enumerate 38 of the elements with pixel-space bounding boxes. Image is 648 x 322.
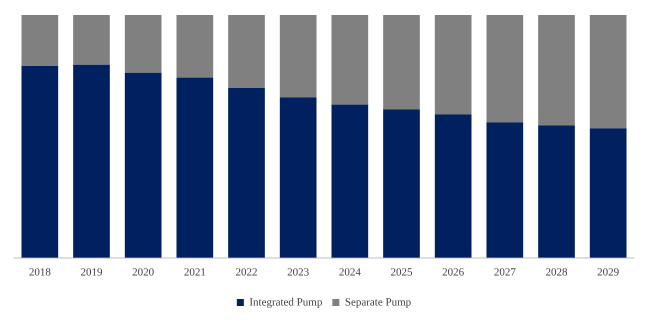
bar	[434, 15, 472, 115]
bar	[538, 15, 575, 126]
bar	[280, 98, 317, 258]
bar	[21, 15, 58, 66]
x-tick-label: 2024	[338, 266, 362, 278]
bar	[383, 15, 420, 110]
bar	[73, 64, 110, 258]
x-tick-label: 2026	[442, 266, 465, 278]
bar	[383, 109, 420, 258]
x-tick-label: 2021	[184, 266, 206, 278]
bar	[331, 15, 368, 105]
bar	[590, 15, 627, 128]
legend-label: Integrated Pump	[249, 296, 323, 308]
bar	[176, 78, 214, 258]
bar	[21, 66, 58, 258]
bar	[434, 114, 472, 258]
x-tick-label: 2027	[494, 266, 516, 278]
x-tick-label: 2022	[236, 266, 258, 278]
x-tick-label: 2018	[28, 266, 52, 278]
bar	[73, 15, 110, 65]
bar	[486, 122, 524, 258]
x-tick-label: 2029	[597, 266, 620, 278]
bar	[228, 15, 265, 88]
bar	[590, 128, 627, 258]
x-tick-label: 2028	[546, 266, 568, 278]
bar	[486, 15, 524, 123]
bar	[228, 88, 265, 258]
x-tick-label: 2020	[132, 266, 155, 278]
x-tick-label: 2019	[80, 266, 103, 278]
x-tick-label: 2023	[287, 266, 310, 278]
bar	[538, 125, 575, 258]
bar	[331, 104, 368, 258]
legend-label: Separate Pump	[344, 296, 412, 308]
bar	[124, 72, 162, 258]
bar	[124, 15, 162, 73]
x-tick-label: 2025	[390, 266, 413, 278]
bar	[280, 15, 317, 98]
bar	[176, 15, 214, 78]
